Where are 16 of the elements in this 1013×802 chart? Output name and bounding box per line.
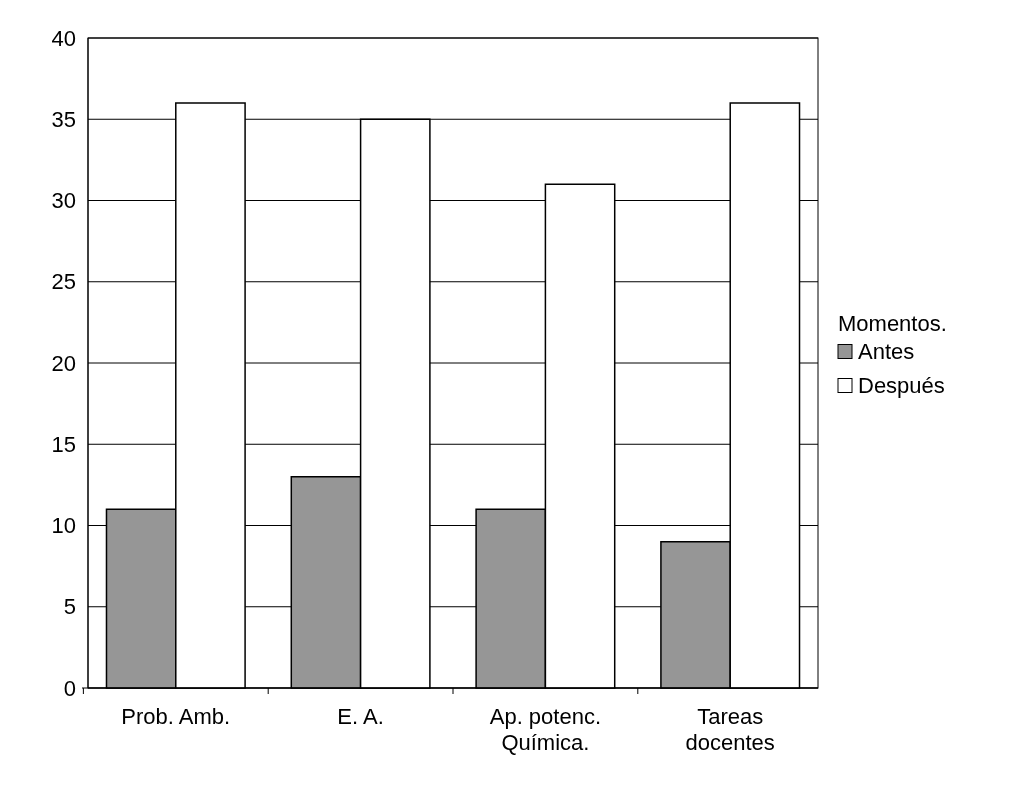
y-tick-label: 30	[51, 188, 76, 214]
x-tick-label: Ap. potenc. Química.	[489, 704, 602, 755]
y-tick-label: 25	[51, 269, 76, 295]
x-tick-label: Prob. Amb.	[121, 704, 231, 729]
y-tick-label: 35	[51, 106, 76, 132]
y-tick-label: 0	[63, 675, 76, 701]
y-tick-label: 40	[51, 25, 76, 51]
y-tick-label: 10	[51, 513, 76, 539]
x-tick-label: E. A.	[337, 704, 384, 729]
y-tick-label: 5	[63, 594, 76, 620]
y-tick-label: 15	[51, 431, 76, 457]
legend-label: Después	[858, 373, 945, 399]
y-tick-label: 20	[51, 350, 76, 376]
legend-title: Momentos.	[838, 310, 947, 336]
legend-label: Antes	[858, 339, 915, 365]
x-tick-label: Tareas docentes	[685, 704, 775, 755]
